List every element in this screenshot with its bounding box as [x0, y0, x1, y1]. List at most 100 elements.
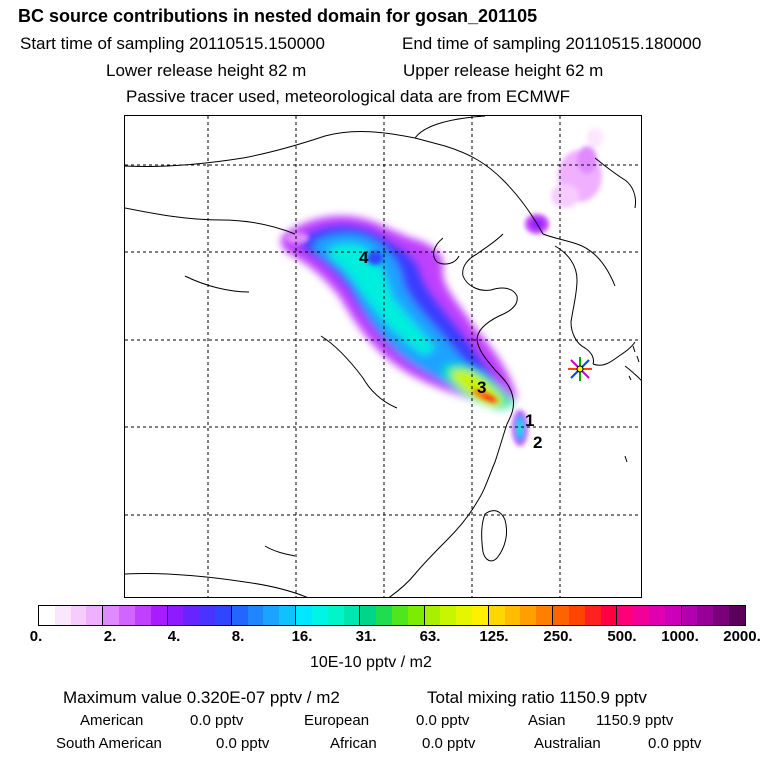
colorbar-tick: 63. [419, 628, 441, 645]
plot-title: BC source contributions in nested domain… [18, 6, 538, 26]
colorbar-tick: 16. [291, 628, 313, 645]
colorbar-segment [231, 606, 297, 625]
plume-layer [280, 215, 517, 410]
colorbar-segment [167, 606, 232, 625]
colorbar-swatch [472, 606, 488, 625]
source-label-1: 1 [525, 411, 534, 430]
region-name: Asian [528, 712, 566, 729]
colorbar-swatch [424, 606, 441, 625]
colorbar-swatch [70, 606, 87, 625]
colorbar-swatch [440, 606, 457, 625]
colorbar-tick: 8. [231, 628, 245, 645]
colorbar-swatch [39, 606, 55, 625]
colorbar-tick: 2. [103, 628, 117, 645]
colorbar-swatch [150, 606, 167, 625]
colorbar-segment [103, 606, 168, 625]
lower-release-label: Lower release height 82 m [106, 61, 307, 80]
colorbar-segment [39, 606, 104, 625]
region-name: American [80, 712, 144, 729]
colorbar-swatch [360, 606, 377, 625]
upper-release-label: Upper release height 62 m [403, 61, 604, 80]
plume-detail [285, 128, 603, 446]
region-name: African [330, 735, 377, 752]
region-value: 0.0 pptv [648, 735, 702, 752]
region-value: 0.0 pptv [216, 735, 270, 752]
colorbar-segment [424, 606, 489, 625]
colorbar-swatch [183, 606, 200, 625]
colorbar-tick: 250. [543, 628, 573, 645]
map-panel: 4 3 1 2 [124, 115, 642, 598]
colorbar-tick: 500. [607, 628, 637, 645]
colorbar-swatch [553, 606, 569, 625]
colorbar-swatch [296, 606, 312, 625]
colorbar-swatch [568, 606, 585, 625]
colorbar-swatch [649, 606, 665, 625]
region-name: South American [56, 735, 162, 752]
colorbar-tick: 2000. [723, 628, 761, 645]
colorbar-swatch [617, 606, 634, 625]
colorbar-segment [553, 606, 618, 625]
colorbar-swatch [713, 606, 730, 625]
source-label-3: 3 [477, 378, 486, 397]
colorbar [38, 605, 746, 626]
colorbar-swatch [54, 606, 71, 625]
region-name: Australian [534, 735, 601, 752]
colorbar-swatch [488, 606, 505, 625]
lat-lon-grid [125, 116, 641, 597]
region-value: 0.0 pptv [190, 712, 244, 729]
colorbar-swatch [600, 606, 617, 625]
colorbar-segment [488, 606, 554, 625]
start-time-label: Start time of sampling 20110515.150000 [20, 34, 325, 53]
colorbar-swatch [456, 606, 473, 625]
colorbar-swatch [86, 606, 103, 625]
colorbar-tick: 125. [479, 628, 509, 645]
colorbar-swatch [697, 606, 714, 625]
colorbar-swatch [376, 606, 392, 625]
colorbar-swatch [664, 606, 681, 625]
colorbar-swatch [520, 606, 537, 625]
colorbar-swatch [231, 606, 248, 625]
colorbar-segment [296, 606, 361, 625]
end-time-label: End time of sampling 20110515.180000 [402, 34, 702, 53]
colorbar-segment [360, 606, 425, 625]
region-value: 1150.9 pptv [596, 712, 674, 729]
colorbar-segment [681, 606, 745, 625]
colorbar-swatch [247, 606, 264, 625]
colorbar-swatch [119, 606, 135, 625]
region-value: 0.0 pptv [422, 735, 476, 752]
colorbar-swatch [504, 606, 521, 625]
colorbar-swatch [167, 606, 184, 625]
maximum-value: Maximum value 0.320E-07 pptv / m2 [63, 688, 340, 707]
map-canvas: 4 3 1 2 [125, 116, 641, 597]
colorbar-swatch [536, 606, 553, 625]
colorbar-swatch [391, 606, 408, 625]
colorbar-swatch [263, 606, 280, 625]
source-label-2: 2 [533, 433, 542, 452]
colorbar-tick: 1000. [661, 628, 699, 645]
colorbar-segment [617, 606, 682, 625]
colorbar-tick: 0. [29, 628, 43, 645]
colorbar-swatch [214, 606, 231, 625]
colorbar-tick: 31. [355, 628, 377, 645]
colorbar-swatch [681, 606, 698, 625]
colorbar-swatch [311, 606, 328, 625]
colorbar-swatch [134, 606, 151, 625]
colorbar-swatch [584, 606, 601, 625]
total-mixing-ratio: Total mixing ratio 1150.9 pptv [427, 688, 647, 707]
colorbar-tick: 4. [167, 628, 181, 645]
colorbar-swatch [343, 606, 360, 625]
star-icon [568, 357, 592, 381]
tracer-note: Passive tracer used, meteorological data… [126, 87, 571, 106]
colorbar-swatch [199, 606, 215, 625]
colorbar-unit: 10E-10 pptv / m2 [310, 654, 432, 671]
colorbar-swatch [103, 606, 120, 625]
colorbar-swatch [633, 606, 650, 625]
region-value: 0.0 pptv [416, 712, 470, 729]
colorbar-swatch [327, 606, 344, 625]
region-name: European [304, 712, 370, 729]
source-label-4: 4 [359, 248, 369, 267]
colorbar-swatch [729, 606, 745, 625]
coastlines [125, 116, 641, 597]
colorbar-swatch [407, 606, 424, 625]
colorbar-swatch [279, 606, 296, 625]
